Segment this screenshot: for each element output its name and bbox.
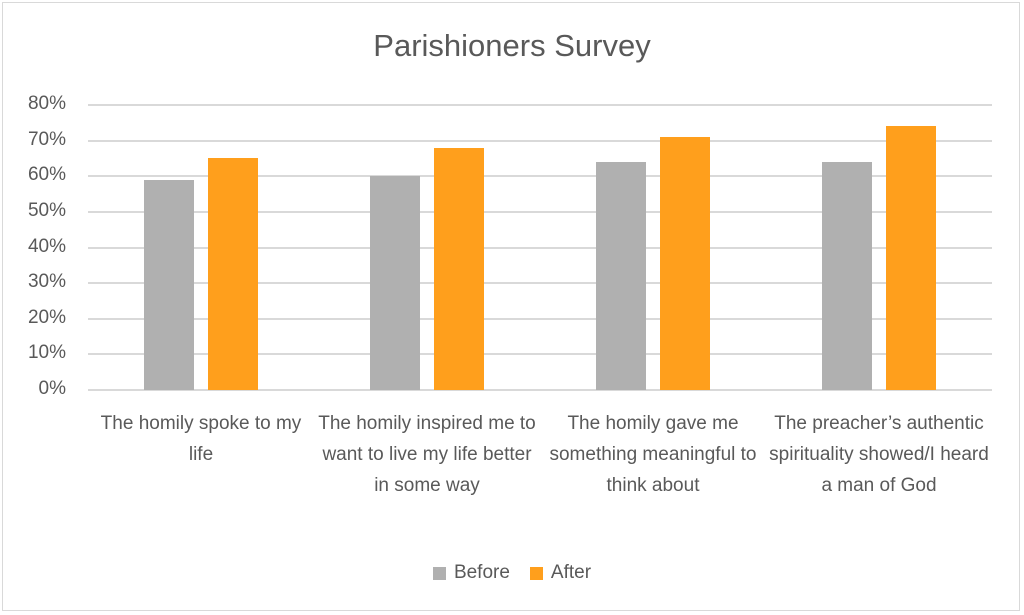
gridline	[88, 246, 992, 249]
legend-swatch-before	[432, 566, 446, 580]
x-category-label: The homily inspired me to want to live m…	[318, 413, 536, 496]
gridline	[88, 389, 992, 391]
gridline	[88, 139, 992, 142]
y-tick-label: 0%	[38, 378, 66, 399]
bar-before	[144, 179, 194, 390]
gridline	[88, 353, 992, 356]
legend-swatch-after	[529, 566, 543, 580]
y-tick-label: 40%	[27, 235, 66, 257]
gridline	[88, 210, 992, 213]
bar-after	[208, 158, 258, 390]
gridline	[88, 317, 992, 320]
y-tick-label: 80%	[27, 93, 66, 114]
gridline	[88, 104, 992, 106]
legend-item-before: Before	[432, 562, 510, 584]
legend-item-after: After	[529, 562, 592, 584]
bar-before	[596, 162, 646, 390]
y-tick-label: 30%	[27, 271, 66, 293]
bar-before	[822, 162, 872, 390]
gridline	[88, 175, 992, 178]
y-tick-label: 50%	[27, 199, 66, 221]
chart-title: Parishioners Survey	[373, 28, 651, 63]
legend-label-before: Before	[453, 562, 510, 583]
y-tick-label: 10%	[27, 342, 66, 364]
x-category-label: The homily spoke to my life	[100, 413, 302, 465]
gridline	[88, 282, 992, 285]
y-tick-label: 60%	[27, 164, 66, 186]
x-category-label: The preacher’s authentic spirituality sh…	[769, 413, 989, 496]
y-tick-label: 20%	[27, 306, 66, 328]
bar-after	[886, 126, 936, 390]
legend: Before After	[0, 562, 1024, 584]
y-tick-label: 70%	[27, 128, 66, 150]
legend-label-after: After	[550, 562, 592, 583]
bar-after	[434, 147, 484, 390]
x-category-label: The homily gave me something meaningful …	[549, 413, 757, 496]
bar-after	[660, 137, 710, 390]
bar-before	[370, 176, 420, 390]
